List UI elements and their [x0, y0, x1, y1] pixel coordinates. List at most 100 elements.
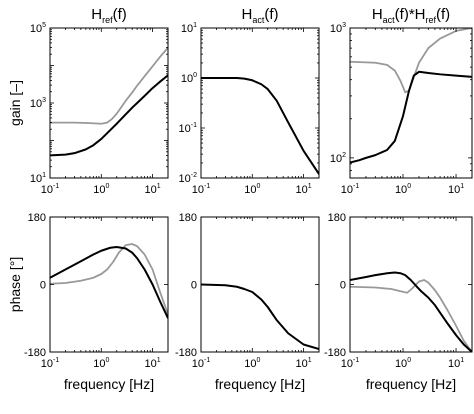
y-tick-label-base: 180 — [28, 212, 46, 224]
x-tick-label: 101 — [295, 183, 311, 196]
y-tick-label-exp: -1 — [191, 122, 197, 129]
y-tick-label-base: 10 — [330, 153, 342, 165]
x-tick-label-base: 10 — [295, 358, 307, 370]
x-tick-label-base: 10 — [93, 358, 105, 370]
y-tick-label-base: 10 — [30, 173, 42, 185]
x-tick-label: 101 — [448, 183, 464, 196]
x-tick-label-base: 10 — [295, 184, 307, 196]
y-tick-label-base: 0 — [40, 280, 46, 292]
y-tick-label-base: 180 — [328, 212, 346, 224]
y-tick-label: -180 — [324, 347, 346, 359]
y-tick-label-exp: 2 — [342, 152, 346, 159]
x-tick-label-exp: 1 — [308, 357, 312, 364]
x-tick-label-base: 10 — [395, 184, 407, 196]
x-tick-label: 101 — [448, 357, 464, 370]
title-part: H — [372, 6, 383, 23]
x-tick-label: 100 — [395, 183, 411, 196]
series-line-1 — [50, 47, 168, 125]
y-tick-label: 100 — [181, 72, 197, 85]
x-tick-label: 10-1 — [192, 183, 211, 196]
x-tick-label: 100 — [395, 357, 411, 370]
subplot-title: Hact(f) — [241, 6, 278, 25]
x-tick-label-base: 10 — [341, 184, 353, 196]
series-line-2 — [50, 246, 168, 319]
x-tick-label-exp: 0 — [105, 183, 109, 190]
x-tick-label-base: 10 — [341, 358, 353, 370]
title-part: H — [91, 6, 102, 23]
x-tick-label: 100 — [93, 183, 109, 196]
x-tick-label-exp: 1 — [157, 357, 161, 364]
title-part: (f) — [436, 6, 450, 23]
x-tick-label-exp: 0 — [256, 357, 260, 364]
x-tick-label: 100 — [93, 357, 109, 370]
y-tick-label-exp: 3 — [342, 22, 346, 29]
x-tick-label-base: 10 — [144, 358, 156, 370]
y-tick-label-base: -180 — [175, 347, 197, 359]
x-tick-label-exp: -1 — [353, 183, 359, 190]
x-tick-label-base: 10 — [395, 358, 407, 370]
series-line-2 — [50, 74, 168, 157]
x-axis-label: frequency [Hz] — [215, 376, 305, 392]
y-tick-label-base: 10 — [330, 23, 342, 35]
y-tick-label-exp: 5 — [42, 22, 46, 29]
y-tick-label-base: 10 — [181, 23, 193, 35]
series-line-1 — [350, 279, 472, 352]
series-line-1 — [201, 77, 319, 175]
x-tick-label-base: 10 — [192, 184, 204, 196]
x-tick-label: 100 — [244, 183, 260, 196]
x-tick-label-base: 10 — [93, 184, 105, 196]
title-part: act — [383, 15, 396, 25]
title-part: H — [241, 6, 252, 23]
y-tick-label: 10-1 — [179, 122, 198, 135]
y-tick-label-base: -180 — [324, 347, 346, 359]
y-tick-label-base: 10 — [30, 23, 42, 35]
plot-frame — [349, 27, 473, 179]
x-tick-label-exp: -1 — [53, 183, 59, 190]
x-tick-label-base: 10 — [448, 358, 460, 370]
y-tick-label: 105 — [30, 22, 46, 35]
title-part: ref — [426, 15, 437, 25]
series-line-2 — [350, 70, 472, 164]
x-tick-label-exp: 0 — [407, 357, 411, 364]
y-tick-label: 102 — [330, 152, 346, 165]
plot-frame — [49, 27, 169, 179]
x-tick-label-base: 10 — [192, 358, 204, 370]
y-tick-label: 180 — [179, 212, 197, 224]
y-tick-label-exp: 1 — [42, 172, 46, 179]
title-part: act — [252, 15, 265, 25]
x-tick-label-base: 10 — [41, 358, 53, 370]
subplot-title: Href(f) — [91, 6, 127, 25]
y-tick-label: 103 — [330, 22, 346, 35]
y-tick-label-base: 180 — [179, 212, 197, 224]
y-tick-label: 180 — [28, 212, 46, 224]
x-tick-label-base: 10 — [244, 184, 256, 196]
x-tick-label: 100 — [244, 357, 260, 370]
y-tick-label-exp: -2 — [191, 172, 197, 179]
x-tick-label-exp: -1 — [53, 357, 59, 364]
title-part: (f)*H — [395, 6, 426, 23]
x-tick-label: 10-1 — [41, 183, 60, 196]
x-tick-label: 10-1 — [192, 357, 211, 370]
x-tick-label-exp: 0 — [256, 183, 260, 190]
x-tick-label-exp: 1 — [157, 183, 161, 190]
series-line-1 — [201, 283, 319, 350]
x-tick-label: 10-1 — [41, 357, 60, 370]
x-tick-label: 10-1 — [341, 357, 360, 370]
x-tick-label-exp: -1 — [204, 183, 210, 190]
subplot-title: Hact(f)*Href(f) — [372, 6, 450, 25]
y-tick-label-exp: 1 — [193, 22, 197, 29]
x-tick-label-exp: 1 — [460, 357, 464, 364]
plot-frame — [200, 27, 320, 179]
y-tick-label-base: 10 — [179, 173, 191, 185]
x-axis-label: frequency [Hz] — [64, 376, 154, 392]
x-tick-label-exp: 0 — [407, 183, 411, 190]
y-tick-label-base: 0 — [191, 280, 197, 292]
y-tick-label: 103 — [30, 97, 46, 110]
x-tick-label-exp: -1 — [353, 357, 359, 364]
y-tick-label: -180 — [24, 347, 46, 359]
